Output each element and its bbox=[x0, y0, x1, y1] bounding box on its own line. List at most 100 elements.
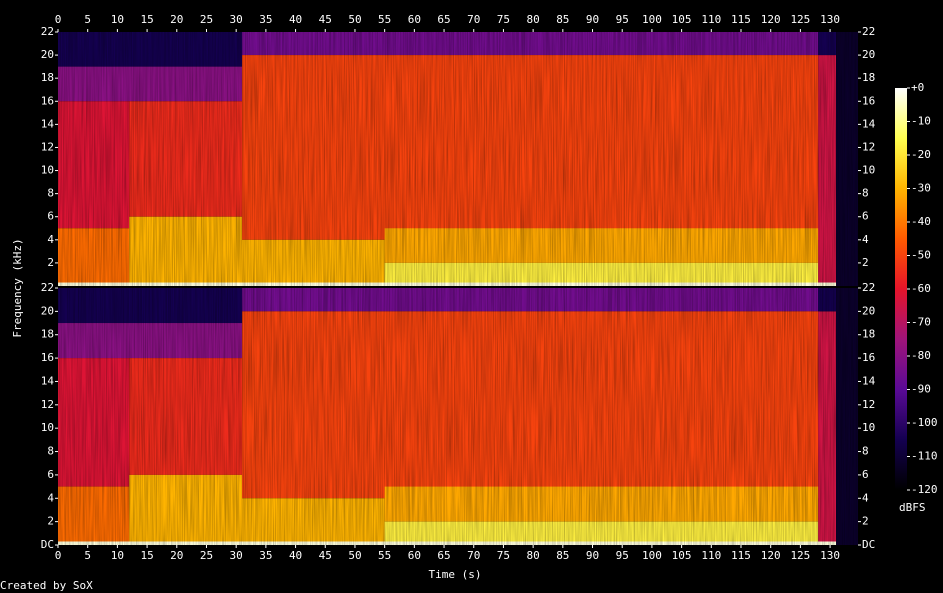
x-tick-label: 50 bbox=[348, 13, 361, 26]
x-tick-label: 120 bbox=[761, 549, 781, 562]
y-tick-label: 14 bbox=[862, 117, 876, 130]
y-tick-label: DC bbox=[862, 538, 875, 551]
y-tick-label: 10 bbox=[862, 421, 875, 434]
y-tick-label: 22 bbox=[41, 25, 54, 38]
x-tick-label: 80 bbox=[527, 13, 540, 26]
x-tick-label: 0 bbox=[55, 549, 62, 562]
y-tick-label: 2 bbox=[47, 515, 54, 528]
colorbar-tick-label: -50 bbox=[911, 249, 931, 262]
y-tick-label: 20 bbox=[41, 304, 54, 317]
colorbar-tick-label: -90 bbox=[911, 383, 931, 396]
y-tick-label: 18 bbox=[862, 328, 875, 341]
x-tick-label: 120 bbox=[761, 13, 781, 26]
x-tick-label: 130 bbox=[820, 549, 840, 562]
x-tick-label: 30 bbox=[230, 13, 243, 26]
y-tick-label: 4 bbox=[862, 491, 869, 504]
y-tick-label: 6 bbox=[862, 468, 869, 481]
y-tick-label: 22 bbox=[41, 281, 54, 294]
x-tick-label: 5 bbox=[84, 549, 91, 562]
x-tick-label: 30 bbox=[230, 549, 243, 562]
texture bbox=[58, 288, 858, 545]
y-tick-label: 8 bbox=[862, 187, 869, 200]
y-tick-label: 18 bbox=[41, 71, 54, 84]
x-tick-label: 85 bbox=[556, 13, 569, 26]
x-tick-label: 85 bbox=[556, 549, 569, 562]
colorbar bbox=[895, 88, 907, 490]
x-tick-label: 70 bbox=[467, 549, 480, 562]
texture bbox=[58, 32, 858, 286]
x-tick-label: 100 bbox=[642, 13, 662, 26]
y-tick-label: DC bbox=[41, 538, 54, 551]
x-tick-label: 5 bbox=[84, 13, 91, 26]
x-tick-label: 95 bbox=[616, 549, 629, 562]
footer: Created by SoX bbox=[0, 579, 93, 592]
x-tick-label: 90 bbox=[586, 13, 599, 26]
y-tick-label: 14 bbox=[41, 374, 55, 387]
x-tick-label: 60 bbox=[408, 549, 421, 562]
colorbar-tick-label: -60 bbox=[911, 282, 931, 295]
colorbar-label: dBFS bbox=[899, 501, 926, 514]
x-tick-label: 25 bbox=[200, 549, 213, 562]
x-tick-label: 95 bbox=[616, 13, 629, 26]
x-tick-label: 35 bbox=[259, 549, 272, 562]
y-tick-label: 16 bbox=[41, 351, 54, 364]
x-tick-label: 40 bbox=[289, 13, 302, 26]
x-tick-label: 55 bbox=[378, 549, 391, 562]
y-tick-label: 16 bbox=[41, 94, 54, 107]
x-tick-label: 105 bbox=[672, 13, 692, 26]
y-tick-label: 14 bbox=[41, 117, 55, 130]
x-tick-label: 0 bbox=[55, 13, 62, 26]
colorbar-tick-label: -110 bbox=[911, 450, 938, 463]
y-tick-label: 22 bbox=[862, 281, 875, 294]
colorbar-tick-label: -100 bbox=[911, 416, 938, 429]
x-tick-label: 15 bbox=[140, 549, 153, 562]
x-tick-label: 110 bbox=[701, 549, 721, 562]
x-tick-label: 75 bbox=[497, 13, 510, 26]
y-tick-label: 8 bbox=[47, 187, 54, 200]
y-tick-label: 10 bbox=[41, 164, 54, 177]
x-tick-label: 20 bbox=[170, 13, 183, 26]
colorbar-tick-label: +0 bbox=[911, 81, 924, 94]
y-tick-label: 6 bbox=[862, 210, 869, 223]
x-tick-label: 15 bbox=[140, 13, 153, 26]
x-tick-label: 55 bbox=[378, 13, 391, 26]
x-tick-label: 40 bbox=[289, 549, 302, 562]
x-tick-label: 10 bbox=[111, 13, 124, 26]
y-tick-label: 18 bbox=[862, 71, 875, 84]
x-tick-label: 115 bbox=[731, 13, 751, 26]
y-tick-label: 10 bbox=[862, 164, 875, 177]
y-tick-label: 2 bbox=[862, 256, 869, 269]
x-tick-label: 50 bbox=[348, 549, 361, 562]
x-tick-label: 115 bbox=[731, 549, 751, 562]
colorbar-tick-label: -40 bbox=[911, 215, 931, 228]
y-axis-label: Frequency (kHz) bbox=[11, 238, 24, 337]
y-tick-label: 12 bbox=[862, 140, 875, 153]
y-tick-label: 12 bbox=[41, 140, 54, 153]
y-tick-label: 2 bbox=[862, 515, 869, 528]
y-tick-label: 18 bbox=[41, 328, 54, 341]
colorbar-tick-label: -120 bbox=[911, 483, 938, 496]
y-tick-label: 12 bbox=[41, 398, 54, 411]
y-tick-label: 10 bbox=[41, 421, 54, 434]
y-tick-label: 4 bbox=[862, 233, 869, 246]
x-tick-label: 110 bbox=[701, 13, 721, 26]
x-tick-label: 25 bbox=[200, 13, 213, 26]
colorbar-tick-label: -70 bbox=[911, 316, 931, 329]
x-tick-label: 60 bbox=[408, 13, 421, 26]
colorbar-tick-label: -20 bbox=[911, 148, 931, 161]
y-tick-label: 4 bbox=[47, 491, 54, 504]
y-tick-label: 20 bbox=[862, 48, 875, 61]
x-axis-label: Time (s) bbox=[429, 568, 482, 581]
x-tick-label: 130 bbox=[820, 13, 840, 26]
x-tick-label: 65 bbox=[437, 549, 450, 562]
x-tick-label: 70 bbox=[467, 13, 480, 26]
x-tick-label: 80 bbox=[527, 549, 540, 562]
y-tick-label: 4 bbox=[47, 233, 54, 246]
x-tick-label: 45 bbox=[319, 549, 332, 562]
y-tick-label: 22 bbox=[862, 25, 875, 38]
y-tick-label: 14 bbox=[862, 374, 876, 387]
x-tick-label: 105 bbox=[672, 549, 692, 562]
colorbar-tick-label: -30 bbox=[911, 182, 931, 195]
